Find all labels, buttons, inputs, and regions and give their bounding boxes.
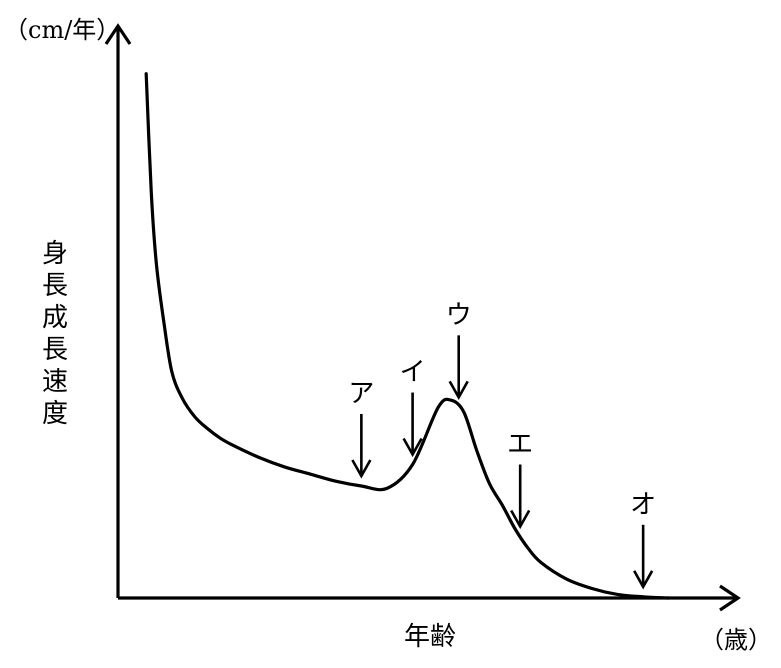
annotation-label: オ [630, 490, 656, 520]
annotation-arrowhead [633, 570, 654, 590]
annotation-label: イ [400, 358, 426, 388]
y-axis-label-char: 身 [42, 239, 68, 269]
annotation-1: ア [348, 379, 374, 479]
x-axis-label: 年齢 [404, 622, 456, 652]
y-axis-label-char: 成 [42, 303, 68, 333]
annotation-arrowhead [510, 509, 531, 530]
annotation-arrowhead [448, 380, 469, 400]
annotation-label: ウ [446, 300, 472, 330]
annotation-4: エ [507, 430, 533, 530]
annotation-5: オ [630, 490, 656, 590]
annotation-arrowhead [351, 459, 372, 479]
y-axis-arrowhead [104, 23, 132, 45]
y-unit-label: （cm/年） [4, 16, 120, 44]
y-axis-label-char: 度 [42, 399, 68, 429]
annotation-2: イ [400, 358, 426, 458]
x-axis-arrowhead [719, 584, 741, 612]
annotation-arrowhead [402, 437, 423, 458]
y-axis-label-char: 速 [42, 367, 68, 397]
x-unit-label: （歳） [700, 626, 772, 654]
series-line-growth-velocity [144, 72, 671, 600]
y-axis-label-char: 長 [42, 335, 68, 365]
annotation-label: エ [507, 430, 533, 460]
annotation-3: ウ [446, 300, 472, 400]
annotation-label: ア [348, 379, 374, 409]
y-axis-label-char: 長 [42, 271, 68, 301]
